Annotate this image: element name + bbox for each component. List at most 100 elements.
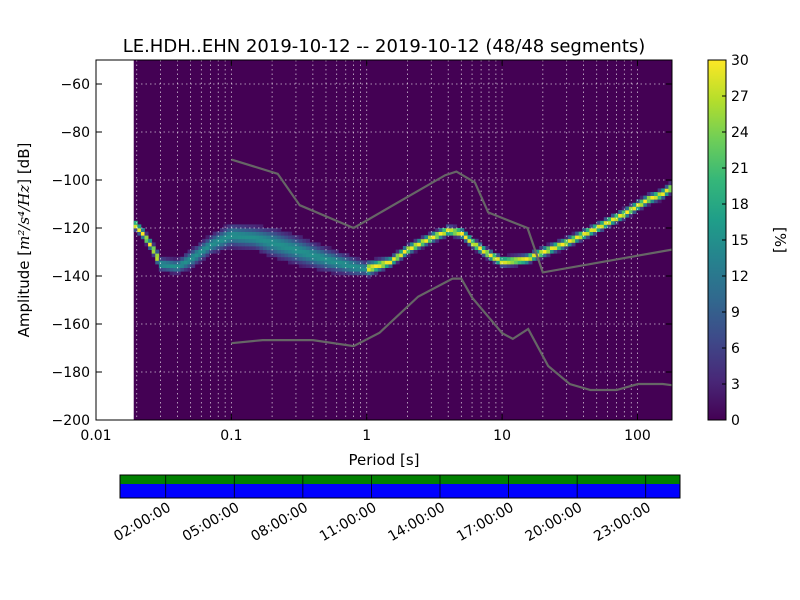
heatmap-cell (309, 253, 314, 258)
heatmap-cell (212, 249, 217, 254)
heatmap-cell (564, 235, 569, 240)
y-tick-label: −180 (52, 365, 90, 381)
heatmap-cell (151, 249, 156, 254)
heatmap-cell (564, 242, 569, 247)
colorbar-tick-label: 0 (731, 413, 740, 429)
heatmap-cell (327, 267, 332, 272)
heatmap-cell (169, 264, 174, 268)
heatmap-cell (661, 192, 666, 196)
heatmap-cell (144, 242, 149, 247)
heatmap-cell (402, 253, 407, 258)
heatmap-cell (148, 246, 153, 250)
heatmap-cell (571, 242, 576, 247)
timeline-tick-label: 14:00:00 (386, 500, 448, 545)
heatmap-cell (212, 238, 217, 243)
x-tick-label: 0.1 (220, 428, 242, 444)
heatmap-cell (420, 235, 425, 240)
heatmap-cell (302, 253, 307, 258)
nlnm-line (231, 277, 672, 392)
heatmap-cell (237, 238, 242, 243)
colorbar-tick-label: 24 (731, 125, 749, 141)
heatmap-cell (323, 246, 328, 250)
heatmap-cell (187, 267, 192, 272)
heatmap-cell (395, 260, 400, 265)
heatmap-cell (349, 267, 354, 272)
heatmap-cell (284, 253, 289, 258)
heatmap-cell (320, 264, 325, 268)
heatmap-cell (366, 260, 371, 265)
heatmap-cell (194, 256, 199, 261)
heatmap-cell (417, 238, 422, 243)
heatmap-cell (288, 249, 293, 254)
heatmap-cell (427, 242, 432, 247)
heatmap-cell (431, 238, 436, 243)
heatmap-cell (485, 256, 490, 261)
y-tick-label: −160 (52, 317, 90, 333)
heatmap-cell (266, 238, 271, 243)
heatmap-cell (467, 235, 472, 240)
heatmap-cell (413, 238, 418, 243)
heatmap-cell (341, 264, 346, 268)
heatmap-cell (625, 206, 630, 211)
heatmap-cell (420, 242, 425, 247)
heatmap-cell (388, 264, 393, 268)
heatmap-cell (331, 267, 336, 272)
heatmap-cell (499, 264, 504, 268)
heatmap-cell (209, 242, 214, 247)
heatmap-cell (460, 231, 465, 236)
heatmap-cell (549, 249, 554, 254)
heatmap-cell (496, 253, 501, 258)
heatmap-cell (331, 249, 336, 254)
heatmap-cell (266, 249, 271, 254)
heatmap-cell (223, 242, 228, 247)
heatmap-cell (291, 249, 296, 254)
heatmap-cell (223, 246, 228, 250)
heatmap-cell (488, 256, 493, 261)
heatmap-cell (492, 256, 497, 261)
heatmap-cell (463, 235, 468, 240)
heatmap-cell (374, 256, 379, 261)
heatmap-cell (266, 235, 271, 240)
heatmap-cell (219, 242, 224, 247)
heatmap-cell (341, 253, 346, 258)
heatmap-cell (410, 246, 415, 250)
heatmap-cell (201, 249, 206, 254)
heatmap-cell (216, 231, 221, 236)
heatmap-cell (359, 271, 364, 276)
heatmap-cell (259, 231, 264, 236)
heatmap-cell (521, 256, 526, 261)
heatmap-cell (449, 224, 454, 229)
heatmap-cell (198, 253, 203, 258)
colorbar-tick-label: 21 (731, 161, 749, 177)
heatmap-cell (140, 235, 145, 240)
heatmap-cell (277, 249, 282, 254)
heatmap-cell (198, 249, 203, 254)
heatmap-cell (356, 264, 361, 268)
x-tick-label: 1 (362, 428, 371, 444)
heatmap-cell (230, 242, 235, 247)
heatmap-cell (198, 256, 203, 261)
heatmap-cell (212, 246, 217, 250)
heatmap-cell (248, 224, 253, 229)
heatmap-cell (535, 249, 540, 254)
heatmap-cell (234, 246, 239, 250)
heatmap-cell (227, 246, 232, 250)
timeline-frame (119, 474, 681, 499)
heatmap-cell (399, 249, 404, 254)
heatmap-cell (366, 264, 371, 268)
heatmap-cell (151, 246, 156, 250)
heatmap-cell (237, 224, 242, 229)
heatmap-cell (349, 260, 354, 265)
heatmap-cell (399, 256, 404, 261)
heatmap-cell (158, 267, 163, 272)
heatmap-cell (309, 246, 314, 250)
heatmap-cell (234, 235, 239, 240)
heatmap-cell (280, 231, 285, 236)
heatmap-cell (284, 246, 289, 250)
heatmap-cell (155, 253, 160, 258)
heatmap-cell (295, 256, 300, 261)
heatmap-cell (646, 192, 651, 196)
heatmap-cell (316, 260, 321, 265)
heatmap-cell (352, 264, 357, 268)
heatmap-cell (603, 224, 608, 229)
